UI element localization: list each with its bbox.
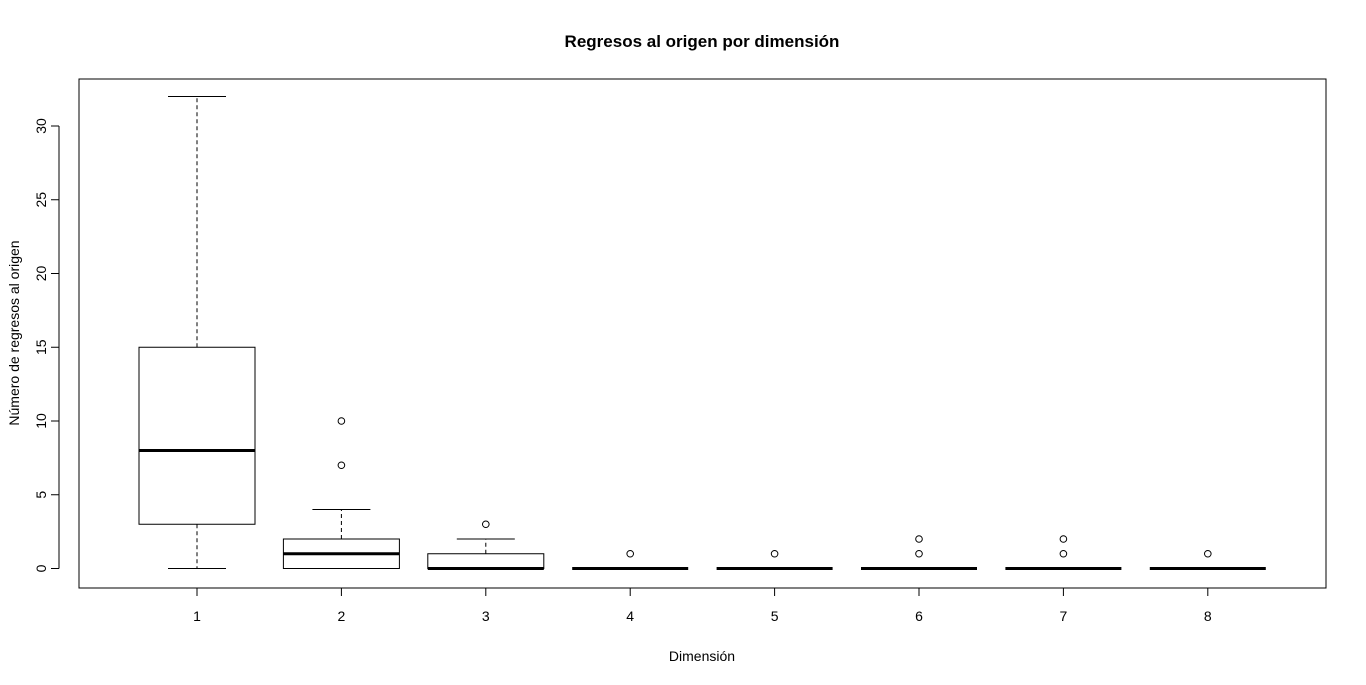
box-5: [716, 549, 833, 570]
outlier-point: [915, 535, 923, 543]
outlier-point: [1059, 535, 1068, 543]
y-axis-label: Número de regresos al origen: [6, 240, 22, 425]
x-tick-label: 7: [1060, 608, 1068, 624]
y-tick-label: 20: [33, 266, 49, 282]
outlier-point: [770, 549, 779, 558]
chart-title: Regresos al origen por dimensión: [565, 32, 840, 51]
outlier-point: [337, 417, 346, 425]
box-2: [282, 417, 400, 569]
x-tick-label: 4: [626, 608, 634, 624]
x-axis: 1 2 3 4 5 6 7 8: [193, 587, 1212, 624]
box-rect: [138, 346, 256, 525]
x-tick-label: 2: [338, 608, 346, 624]
box-8: [1149, 549, 1266, 570]
x-tick-label: 3: [482, 608, 490, 624]
y-tick-label: 5: [33, 491, 49, 499]
outlier-point: [482, 520, 490, 529]
box-3: [427, 520, 545, 570]
plot-frame: [78, 78, 1327, 589]
x-tick-label: 5: [771, 608, 779, 624]
y-tick-label: 10: [33, 413, 49, 429]
y-axis: 0 5 10 15 20 25 30: [33, 118, 60, 572]
box-7: [1005, 535, 1122, 570]
y-tick-label: 25: [33, 192, 49, 208]
x-tick-label: 8: [1204, 608, 1212, 624]
y-tick-label: 30: [33, 118, 49, 134]
x-tick-label: 6: [915, 608, 923, 624]
x-axis-label: Dimensión: [669, 648, 735, 664]
box-1: [138, 96, 256, 569]
outlier-point: [1204, 549, 1212, 558]
outlier-point: [915, 549, 923, 558]
box-6: [861, 535, 977, 570]
box-rect: [427, 553, 545, 569]
y-tick-label: 15: [33, 339, 49, 355]
outlier-point: [1059, 549, 1068, 558]
box-4: [572, 549, 689, 570]
outlier-point: [626, 549, 635, 558]
outlier-point: [337, 461, 346, 470]
y-tick-label: 0: [33, 564, 49, 572]
boxes-group: [138, 96, 1266, 570]
x-tick-label: 1: [193, 608, 201, 624]
